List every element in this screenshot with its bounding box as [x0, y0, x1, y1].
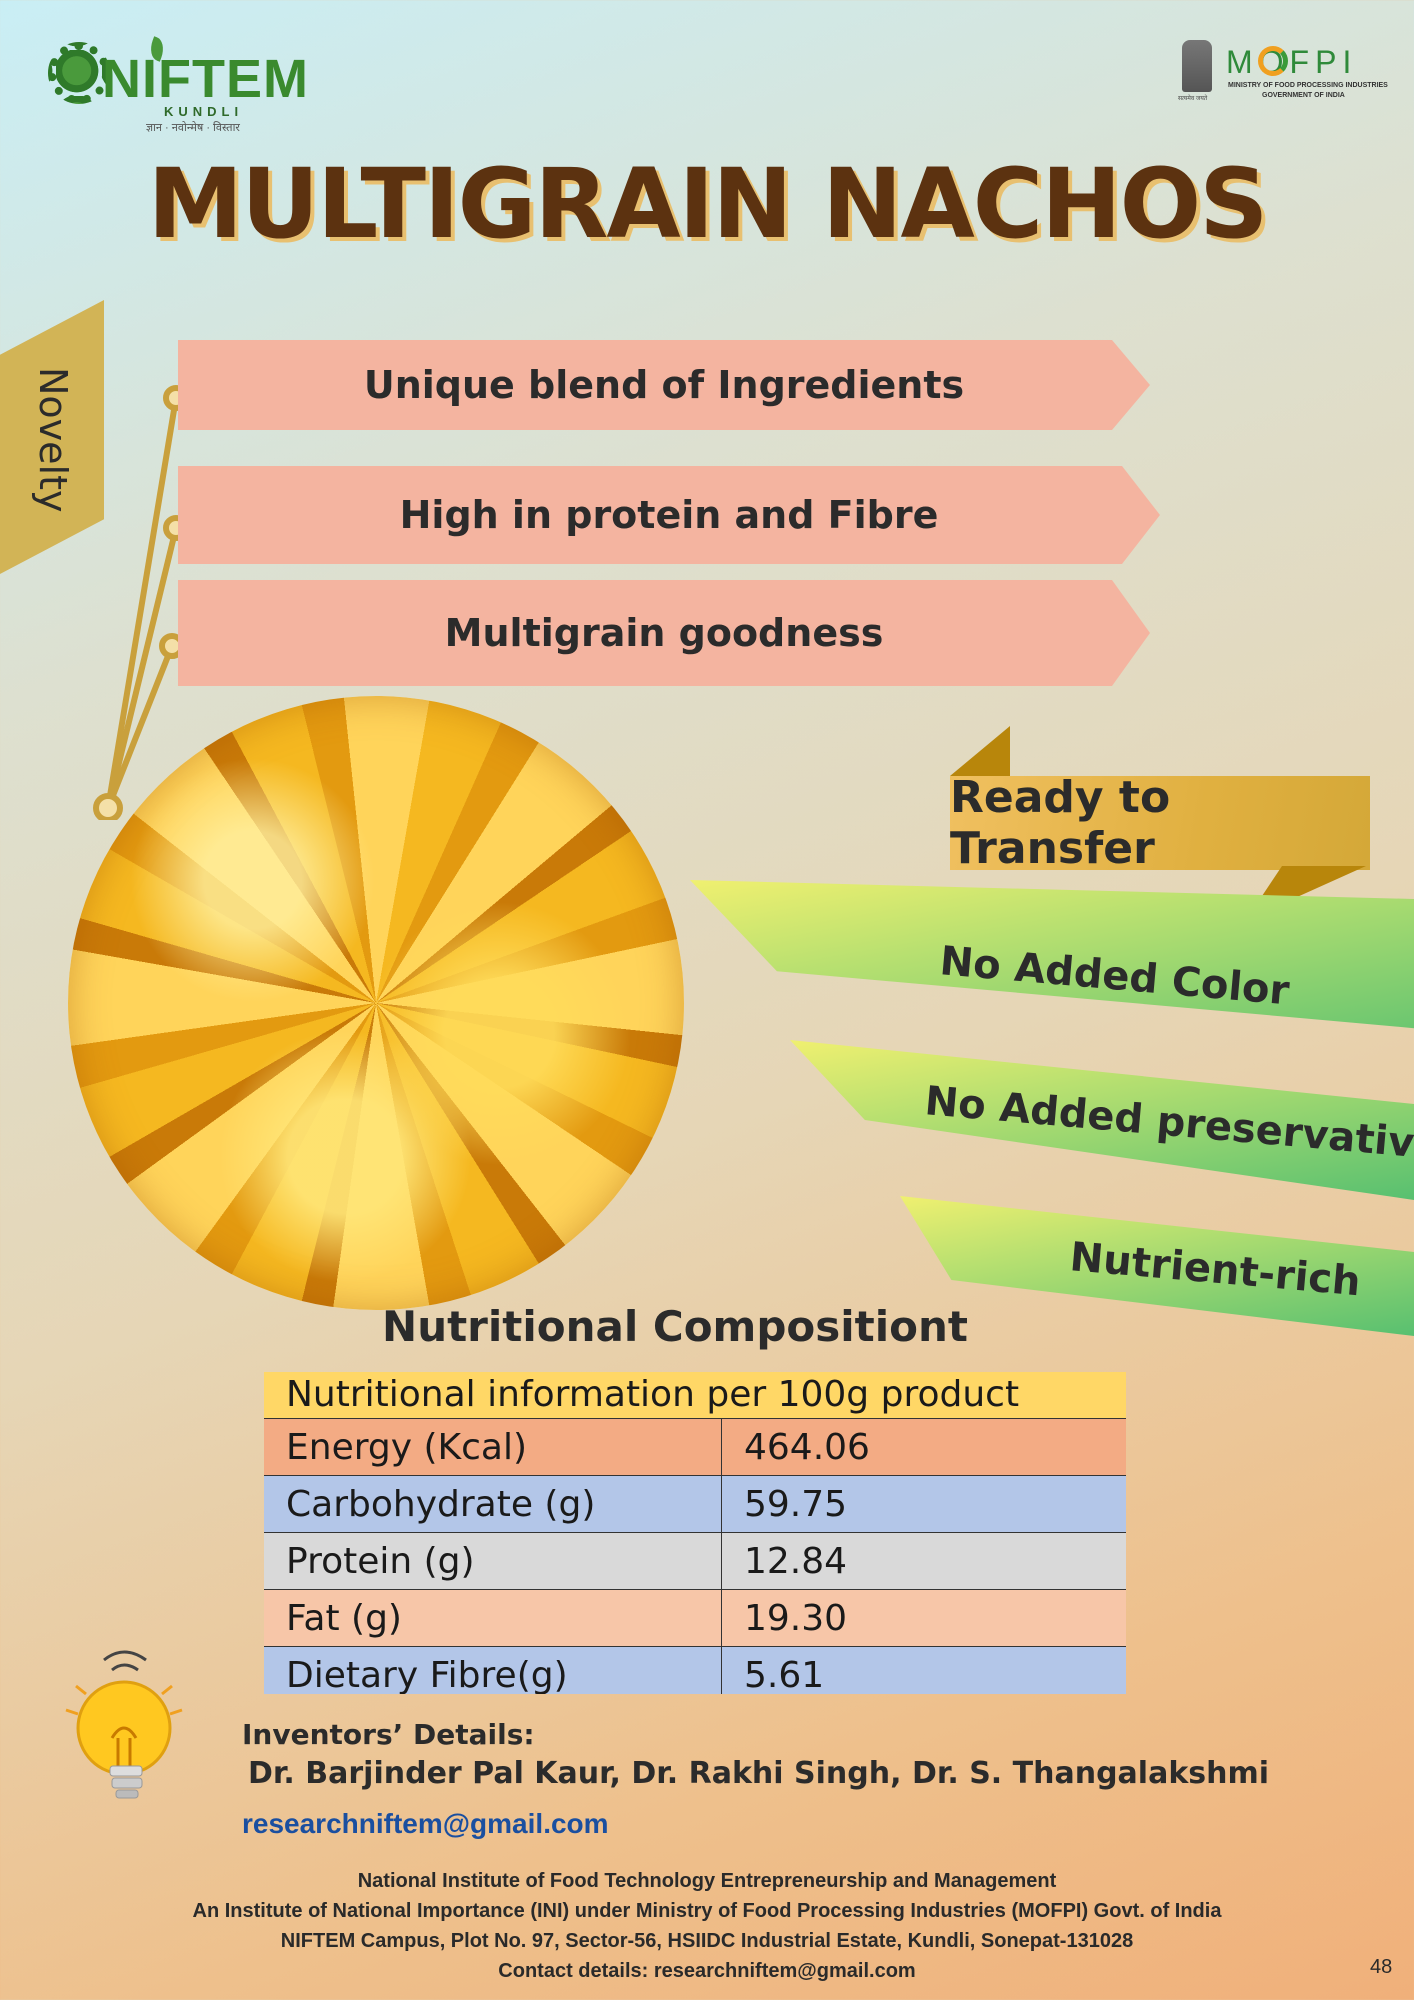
table-row: Protein (g) 12.84 [264, 1532, 1126, 1589]
footer: National Institute of Food Technology En… [0, 1866, 1414, 1986]
highlight-no-preservatives: No Added preservatives [922, 1078, 1414, 1172]
globe-gear-icon [48, 42, 110, 104]
niftem-logo-motto: ज्ञान · नवोन्मेष · विस्तार [146, 122, 240, 134]
nutrient-label: Protein (g) [264, 1533, 722, 1589]
connector-node-root [93, 793, 123, 820]
nutrient-value: 12.84 [744, 1541, 848, 1582]
emblem-caption: सत्यमेव जयते [1178, 96, 1208, 102]
connector-line-1 [105, 397, 179, 809]
novelty-label: Novelty [31, 367, 75, 513]
nutrient-label: Carbohydrate (g) [264, 1476, 722, 1532]
novelty-item-ingredients: Unique blend of Ingredients [178, 340, 1150, 430]
ready-to-transfer-banner: Ready to Transfer [950, 772, 1370, 874]
nutrient-value: 464.06 [744, 1427, 870, 1468]
national-emblem-icon [1182, 40, 1212, 92]
mofpi-ring-icon [1258, 46, 1288, 76]
niftem-logo: NIFTEM KUNDLI ज्ञान · नवोन्मेष · विस्तार [44, 36, 314, 136]
lightbulb-icon [65, 1650, 183, 1799]
footer-institute-status: An Institute of National Importance (INI… [192, 1900, 1222, 1922]
footer-address: NIFTEM Campus, Plot No. 97, Sector-56, H… [280, 1930, 1134, 1952]
table-row: Fat (g) 19.30 [264, 1589, 1126, 1646]
nutrition-table-header: Nutritional information per 100g product [264, 1372, 1126, 1418]
highlight-no-color: No Added Color [937, 938, 1292, 1015]
nutrient-value: 59.75 [744, 1484, 848, 1525]
nutrition-table: Nutritional information per 100g product… [264, 1372, 1126, 1694]
nutrient-label: Fat (g) [264, 1590, 722, 1646]
inventors-names: Dr. Barjinder Pal Kaur, Dr. Rakhi Singh,… [248, 1756, 1270, 1791]
nutrition-heading: Nutritional Compositiont [382, 1302, 968, 1351]
table-row: Carbohydrate (g) 59.75 [264, 1475, 1126, 1532]
footer-contact: Contact details: researchniftem@gmail.co… [498, 1960, 916, 1982]
table-row: Dietary Fibre(g) 5.61 [264, 1646, 1126, 1694]
mofpi-logo: सत्यमेव जयते MOFPI MINISTRY OF FOOD PROC… [1178, 40, 1388, 106]
mofpi-ministry-line: MINISTRY OF FOOD PROCESSING INDUSTRIES [1228, 82, 1388, 89]
mofpi-govt-line: GOVERNMENT OF INDIA [1262, 92, 1345, 99]
inventors-title: Inventors’ Details: [242, 1718, 535, 1751]
table-row: Energy (Kcal) 464.06 [264, 1418, 1126, 1475]
page-number: 48 [1370, 1956, 1393, 1978]
highlight-nutrient-rich: Nutrient-rich [1067, 1234, 1363, 1306]
highlight-banner-no-preservatives: No Added preservatives [790, 1040, 1414, 1200]
nutrient-label: Energy (Kcal) [264, 1419, 722, 1475]
page-title: MULTIGRAIN NACHOS [147, 148, 1269, 260]
nutrient-value: 5.61 [744, 1655, 825, 1694]
novelty-item-multigrain: Multigrain goodness [178, 580, 1150, 686]
niftem-logo-sub: KUNDLI [164, 104, 244, 119]
novelty-item-protein-fibre: High in protein and Fibre [178, 466, 1160, 564]
nutrient-label: Dietary Fibre(g) [264, 1647, 722, 1694]
connector-line-3 [105, 644, 175, 810]
mofpi-logo-text: MOFPI [1226, 44, 1358, 80]
inventor-email-link[interactable]: researchniftem@gmail.com [242, 1808, 609, 1839]
niftem-logo-text: NIFTEM [102, 49, 309, 109]
nachos-photo [68, 696, 684, 1310]
ready-ribbon-fold-top [950, 726, 1010, 776]
footer-institute-name: National Institute of Food Technology En… [357, 1870, 1057, 1892]
nutrient-value: 19.30 [744, 1598, 848, 1639]
connector-line-2 [105, 527, 179, 809]
